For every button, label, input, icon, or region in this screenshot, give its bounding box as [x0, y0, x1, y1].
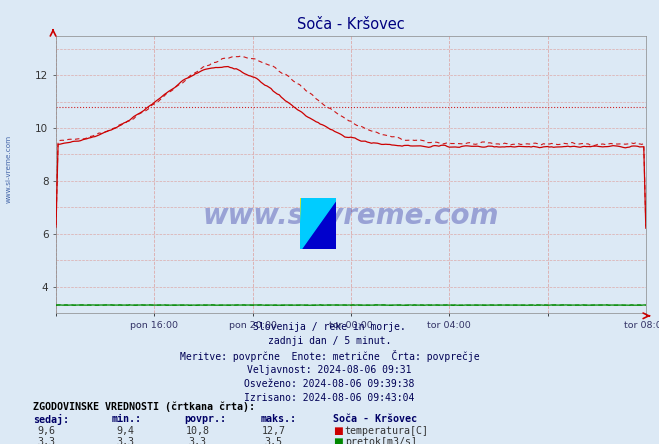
Text: zadnji dan / 5 minut.: zadnji dan / 5 minut. [268, 336, 391, 346]
Text: 3,3: 3,3 [116, 437, 134, 444]
Text: 3,3: 3,3 [37, 437, 55, 444]
Text: 12,7: 12,7 [262, 426, 285, 436]
Text: pretok[m3/s]: pretok[m3/s] [345, 437, 416, 444]
Text: Izrisano: 2024-08-06 09:43:04: Izrisano: 2024-08-06 09:43:04 [244, 393, 415, 403]
Text: ■: ■ [333, 437, 343, 444]
Text: sedaj:: sedaj: [33, 414, 69, 425]
Text: www.si-vreme.com: www.si-vreme.com [203, 202, 499, 230]
Text: Osveženo: 2024-08-06 09:39:38: Osveženo: 2024-08-06 09:39:38 [244, 379, 415, 389]
Text: povpr.:: povpr.: [185, 414, 227, 424]
Text: 3,3: 3,3 [188, 437, 207, 444]
Text: www.si-vreme.com: www.si-vreme.com [5, 135, 11, 203]
Text: maks.:: maks.: [260, 414, 297, 424]
Text: 10,8: 10,8 [186, 426, 210, 436]
Polygon shape [300, 198, 336, 249]
Text: 9,4: 9,4 [116, 426, 134, 436]
Title: Soča - Kršovec: Soča - Kršovec [297, 16, 405, 32]
Text: 3,5: 3,5 [264, 437, 283, 444]
Text: ■: ■ [333, 426, 343, 436]
Text: 9,6: 9,6 [37, 426, 55, 436]
Text: Slovenija / reke in morje.: Slovenija / reke in morje. [253, 322, 406, 332]
Polygon shape [300, 198, 336, 249]
Text: temperatura[C]: temperatura[C] [345, 426, 428, 436]
Text: ZGODOVINSKE VREDNOSTI (črtkana črta):: ZGODOVINSKE VREDNOSTI (črtkana črta): [33, 402, 255, 412]
Text: min.:: min.: [112, 414, 142, 424]
Polygon shape [300, 198, 336, 249]
Text: Veljavnost: 2024-08-06 09:31: Veljavnost: 2024-08-06 09:31 [247, 365, 412, 375]
Text: Meritve: povprčne  Enote: metrične  Črta: povprečje: Meritve: povprčne Enote: metrične Črta: … [180, 350, 479, 362]
Text: Soča - Kršovec: Soča - Kršovec [333, 414, 416, 424]
